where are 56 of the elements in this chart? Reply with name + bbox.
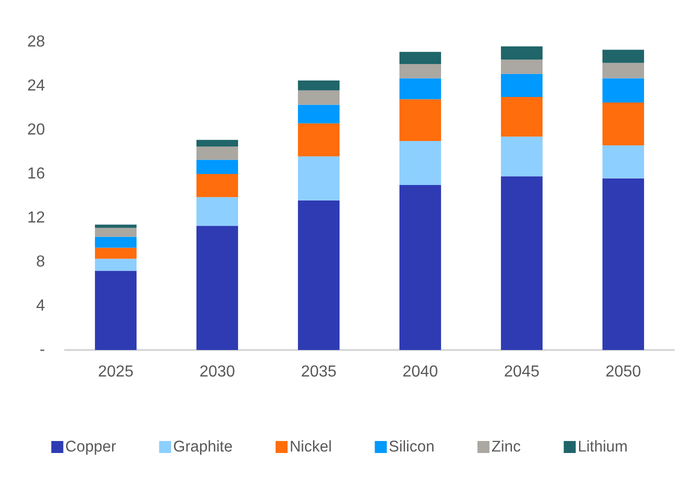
legend-label: Graphite — [173, 438, 233, 456]
x-tick-label: 2045 — [504, 364, 540, 380]
legend-label: Copper — [65, 438, 116, 456]
bar — [94, 270, 137, 350]
y-tick-label: 20 — [27, 122, 46, 138]
bar — [500, 74, 543, 97]
bar — [500, 97, 543, 137]
bar — [94, 258, 137, 271]
bar — [196, 140, 238, 146]
legend-label: Zinc — [491, 438, 521, 456]
bar — [500, 176, 543, 350]
bar — [298, 90, 340, 105]
bar — [298, 200, 340, 350]
bar — [602, 62, 644, 78]
bar — [399, 185, 442, 350]
bar — [298, 156, 340, 200]
x-tick-label: 2040 — [402, 364, 438, 380]
x-tick-label: 2030 — [199, 364, 236, 380]
legend-label: Silicon — [388, 438, 434, 456]
bar — [196, 197, 238, 226]
bar — [298, 80, 340, 90]
bar — [602, 178, 644, 350]
bar — [399, 52, 442, 64]
bar — [196, 226, 238, 350]
bar — [399, 78, 442, 100]
y-tick-label: 24 — [27, 78, 46, 94]
bar — [196, 174, 238, 198]
y-tick-label: 28 — [27, 34, 46, 50]
bar — [94, 236, 137, 248]
bar — [298, 123, 340, 156]
bar — [94, 228, 137, 237]
bar — [298, 104, 340, 124]
legend-label: Lithium — [578, 438, 628, 456]
bar — [399, 141, 442, 185]
legend-label: Nickel — [290, 438, 332, 456]
y-tick-label: 8 — [36, 254, 46, 270]
bar — [602, 50, 644, 63]
x-tick-label: 2035 — [300, 364, 337, 380]
y-tick-label: 16 — [27, 166, 46, 182]
bar — [602, 145, 644, 178]
bar — [602, 78, 644, 102]
bar — [500, 60, 543, 74]
bar — [500, 46, 543, 60]
bar — [94, 224, 137, 228]
bar — [602, 102, 644, 146]
bar — [399, 64, 442, 78]
x-tick-label: 2025 — [98, 364, 134, 380]
bar — [94, 248, 137, 259]
x-tick-label: 2050 — [605, 364, 642, 380]
bar — [196, 160, 238, 174]
y-tick-label: 4 — [36, 298, 46, 314]
y-tick-label: 12 — [27, 210, 46, 226]
bar — [196, 146, 238, 160]
y-tick-label: - — [40, 342, 45, 358]
bar — [500, 136, 543, 176]
bar — [399, 99, 442, 141]
